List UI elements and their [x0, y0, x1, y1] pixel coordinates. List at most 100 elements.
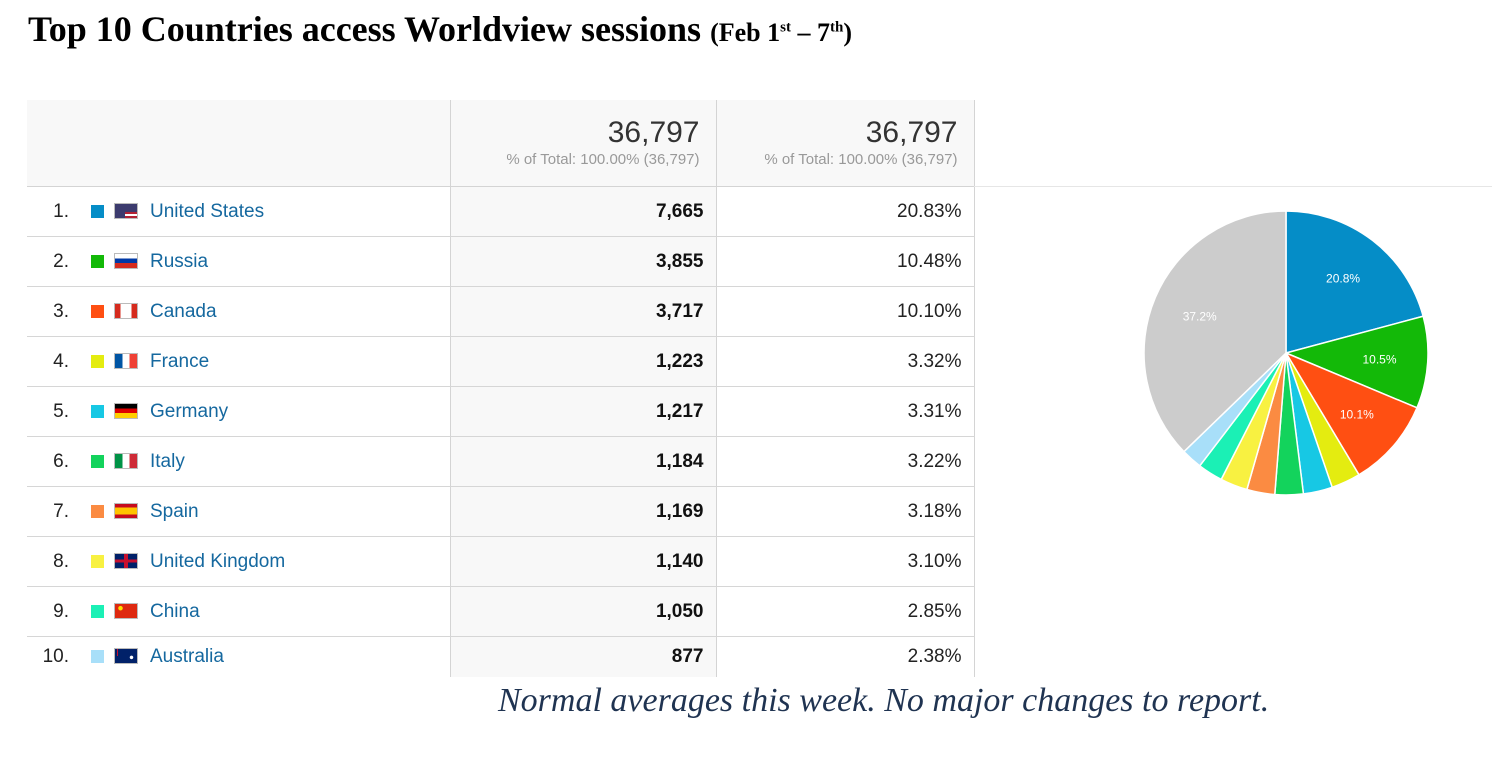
table-row: 6. Italy 1,184 3.22% — [27, 436, 975, 487]
table-row: 3. Canada 3,717 10.10% — [27, 286, 975, 337]
country-cell: 4. France — [27, 336, 451, 387]
series-color-swatch — [91, 204, 104, 218]
table-row: 2. Russia 3,855 10.48% — [27, 236, 975, 287]
cn-flag-icon — [114, 602, 138, 619]
country-cell: 2. Russia — [27, 236, 451, 287]
country-link[interactable]: Germany — [150, 400, 229, 422]
series-color-swatch — [91, 254, 104, 268]
country-sessions-table: 36,797 % of Total: 100.00% (36,797) 36,7… — [27, 100, 975, 677]
country-cell: 5. Germany — [27, 386, 451, 437]
sessions-value: 1,217 — [450, 386, 717, 437]
sessions-value: 877 — [450, 636, 717, 677]
pie-slice-canada[interactable] — [1284, 351, 1418, 476]
us-flag-icon — [114, 202, 138, 219]
title-date-end-suffix: th — [829, 19, 844, 36]
es-flag-icon — [114, 502, 138, 519]
sessions-value: 3,855 — [450, 236, 717, 287]
percent-value: 3.10% — [716, 536, 975, 587]
pie-slice-other[interactable] — [1143, 210, 1287, 453]
header-sessions-total: 36,797 % of Total: 100.00% (36,797) — [450, 100, 717, 187]
series-color-swatch — [91, 604, 104, 618]
percent-value: 10.10% — [716, 286, 975, 337]
pie-slice-russia[interactable] — [1283, 315, 1429, 409]
series-color-swatch — [91, 454, 104, 468]
country-cell: 10. Australia — [27, 636, 451, 677]
country-link[interactable]: United States — [150, 200, 265, 222]
country-cell: 9. China — [27, 586, 451, 637]
de-flag-icon — [114, 402, 138, 419]
sessions-value: 1,184 — [450, 436, 717, 487]
country-cell: 7. Spain — [27, 486, 451, 537]
series-color-swatch — [91, 504, 104, 518]
country-link[interactable]: Australia — [150, 646, 224, 667]
au-flag-icon — [114, 648, 138, 664]
rank-number: 2. — [53, 250, 69, 272]
percent-value: 2.85% — [716, 586, 975, 637]
table-row: 8. United Kingdom 1,140 3.10% — [27, 536, 975, 587]
series-color-swatch — [91, 304, 104, 318]
title-main: Top 10 Countries access Worldview sessio… — [28, 9, 702, 49]
sessions-value: 7,665 — [450, 186, 717, 237]
sessions-value: 1,140 — [450, 536, 717, 587]
percent-total-value: 36,797 — [865, 116, 958, 149]
series-color-swatch — [91, 354, 104, 368]
country-cell: 6. Italy — [27, 436, 451, 487]
title-date-range: (Feb 1st – 7th) — [710, 18, 852, 47]
country-link[interactable]: France — [150, 350, 210, 372]
pie-slice-label: 10.5% — [1362, 352, 1396, 366]
percent-total-sub: % of Total: 100.00% (36,797) — [764, 151, 958, 168]
country-link[interactable]: Spain — [150, 500, 199, 522]
summary-note: Normal averages this week. No major chan… — [498, 682, 1270, 719]
country-link[interactable]: Canada — [150, 300, 217, 322]
rank-number: 1. — [53, 200, 69, 222]
pie-slice-label: 37.2% — [1183, 309, 1217, 323]
percent-value: 3.22% — [716, 436, 975, 487]
ru-flag-icon — [114, 252, 138, 269]
divider-line — [974, 186, 1492, 187]
rank-number: 6. — [53, 450, 69, 472]
country-link[interactable]: Italy — [150, 450, 185, 472]
table-row: 5. Germany 1,217 3.31% — [27, 386, 975, 437]
country-cell: 8. United Kingdom — [27, 536, 451, 587]
country-share-pie-chart: 20.8% 10.5% 10.1% 37.2% — [1143, 210, 1429, 496]
sessions-value: 1,223 — [450, 336, 717, 387]
percent-value: 3.31% — [716, 386, 975, 437]
title-date-close: ) — [843, 18, 852, 47]
table-row: 9. China 1,050 2.85% — [27, 586, 975, 637]
series-color-swatch — [91, 554, 104, 568]
table-row: 1. United States 7,665 20.83% — [27, 186, 975, 237]
it-flag-icon — [114, 452, 138, 469]
country-link[interactable]: China — [150, 600, 200, 622]
header-country-cell — [27, 100, 451, 187]
header-percent-total: 36,797 % of Total: 100.00% (36,797) — [716, 100, 975, 187]
sessions-value: 1,169 — [450, 486, 717, 537]
percent-value: 20.83% — [716, 186, 975, 237]
rank-number: 8. — [53, 550, 69, 572]
page-title: Top 10 Countries access Worldview sessio… — [28, 8, 852, 50]
sessions-value: 1,050 — [450, 586, 717, 637]
rank-number: 9. — [53, 600, 69, 622]
table-row: 7. Spain 1,169 3.18% — [27, 486, 975, 537]
pie-slice-label: 10.1% — [1340, 407, 1374, 421]
pie-slice-label: 20.8% — [1326, 272, 1360, 286]
gb-flag-icon — [114, 552, 138, 569]
country-link[interactable]: Russia — [150, 250, 209, 272]
title-date-start: (Feb 1 — [710, 18, 781, 47]
table-row: 10. Australia 877 2.38% — [27, 636, 975, 677]
pie-slice-united-states[interactable] — [1285, 210, 1425, 354]
percent-value: 3.32% — [716, 336, 975, 387]
title-date-end: – 7 — [790, 18, 830, 47]
percent-value: 2.38% — [716, 636, 975, 677]
country-link[interactable]: United Kingdom — [150, 550, 286, 572]
rank-number: 3. — [53, 300, 69, 322]
sessions-total-value: 36,797 — [607, 116, 700, 149]
percent-value: 10.48% — [716, 236, 975, 287]
sessions-value: 3,717 — [450, 286, 717, 337]
rank-number: 5. — [53, 400, 69, 422]
country-cell: 3. Canada — [27, 286, 451, 337]
rank-number: 4. — [53, 350, 69, 372]
series-color-swatch — [91, 404, 104, 418]
rank-number: 10. — [42, 646, 69, 667]
title-date-start-suffix: st — [780, 19, 791, 36]
sessions-total-sub: % of Total: 100.00% (36,797) — [506, 151, 700, 168]
